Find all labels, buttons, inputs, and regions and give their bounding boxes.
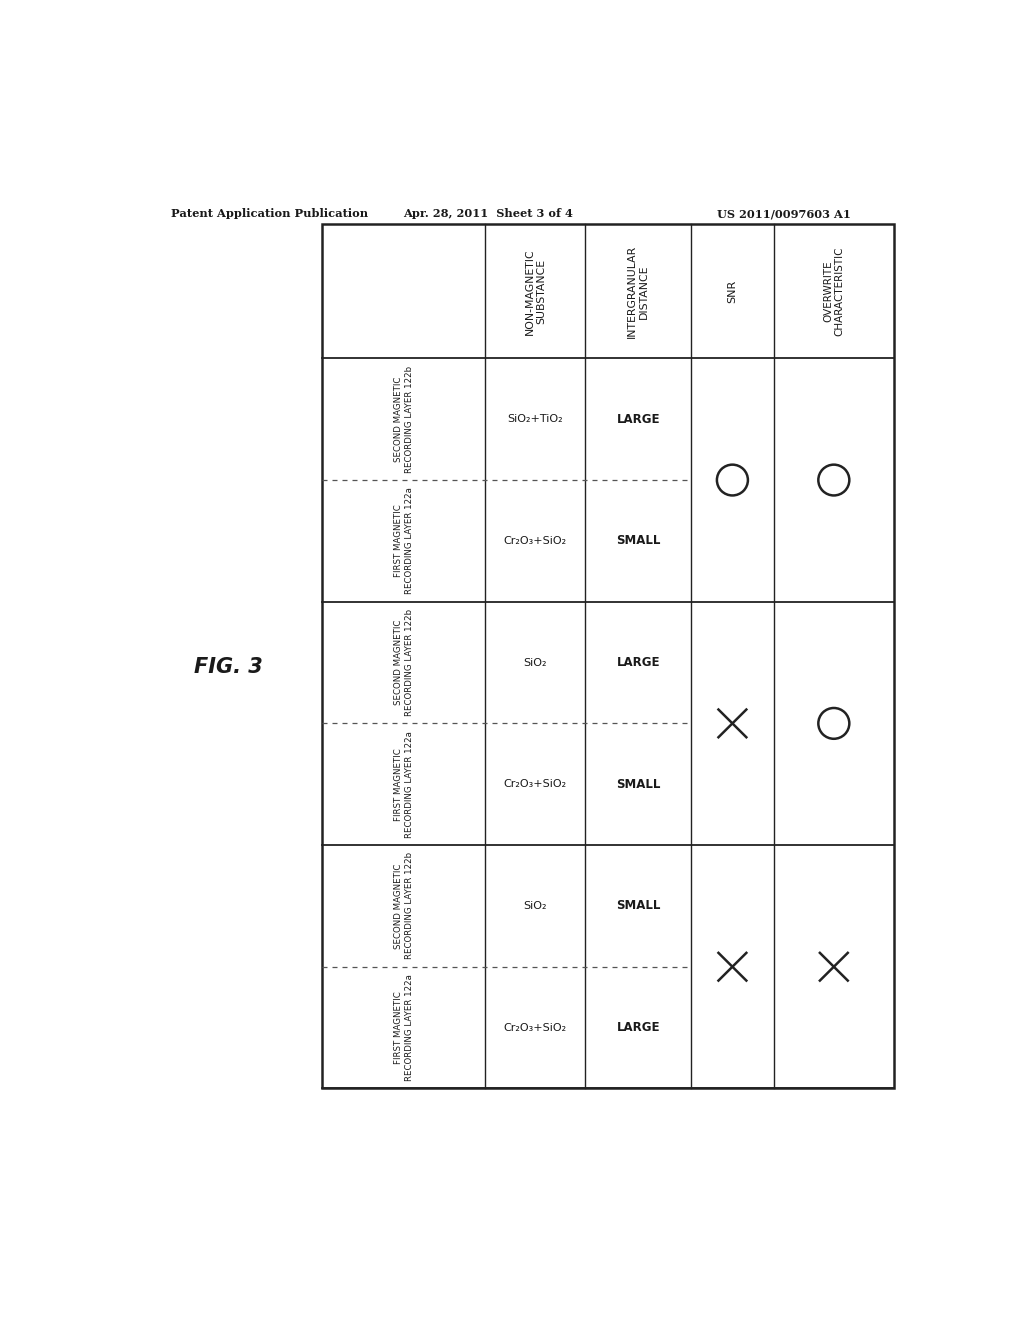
Text: SNR: SNR (727, 280, 737, 304)
Bar (323, 224, 894, 1089)
Text: US 2011/0097603 A1: US 2011/0097603 A1 (717, 209, 851, 219)
Text: Cr₂O₃+SiO₂: Cr₂O₃+SiO₂ (504, 1023, 567, 1032)
Text: SiO₂: SiO₂ (523, 900, 547, 911)
Text: SECOND MAGNETIC
RECORDING LAYER 122b: SECOND MAGNETIC RECORDING LAYER 122b (394, 366, 414, 473)
Text: FIRST MAGNETIC
RECORDING LAYER 122a: FIRST MAGNETIC RECORDING LAYER 122a (394, 731, 414, 838)
Text: SECOND MAGNETIC
RECORDING LAYER 122b: SECOND MAGNETIC RECORDING LAYER 122b (394, 853, 414, 960)
Text: Cr₂O₃+SiO₂: Cr₂O₃+SiO₂ (504, 779, 567, 789)
Text: SMALL: SMALL (616, 777, 660, 791)
Text: Patent Application Publication: Patent Application Publication (171, 209, 368, 219)
Text: FIG. 3: FIG. 3 (194, 656, 262, 677)
Text: Cr₂O₃+SiO₂: Cr₂O₃+SiO₂ (504, 536, 567, 546)
Text: LARGE: LARGE (616, 1022, 659, 1034)
Text: OVERWRITE
CHARACTERISTIC: OVERWRITE CHARACTERISTIC (823, 247, 845, 337)
Text: SiO₂+TiO₂: SiO₂+TiO₂ (508, 414, 563, 424)
Text: FIRST MAGNETIC
RECORDING LAYER 122a: FIRST MAGNETIC RECORDING LAYER 122a (394, 487, 414, 594)
Text: SECOND MAGNETIC
RECORDING LAYER 122b: SECOND MAGNETIC RECORDING LAYER 122b (394, 609, 414, 717)
Text: SMALL: SMALL (616, 535, 660, 548)
Text: Apr. 28, 2011  Sheet 3 of 4: Apr. 28, 2011 Sheet 3 of 4 (403, 209, 573, 219)
Text: FIRST MAGNETIC
RECORDING LAYER 122a: FIRST MAGNETIC RECORDING LAYER 122a (394, 974, 414, 1081)
Text: LARGE: LARGE (616, 656, 659, 669)
Text: INTERGRANULAR
DISTANCE: INTERGRANULAR DISTANCE (628, 244, 649, 338)
Text: LARGE: LARGE (616, 413, 659, 426)
Text: SMALL: SMALL (616, 899, 660, 912)
Text: SiO₂: SiO₂ (523, 657, 547, 668)
Text: NON-MAGNETIC
SUBSTANCE: NON-MAGNETIC SUBSTANCE (524, 248, 546, 335)
